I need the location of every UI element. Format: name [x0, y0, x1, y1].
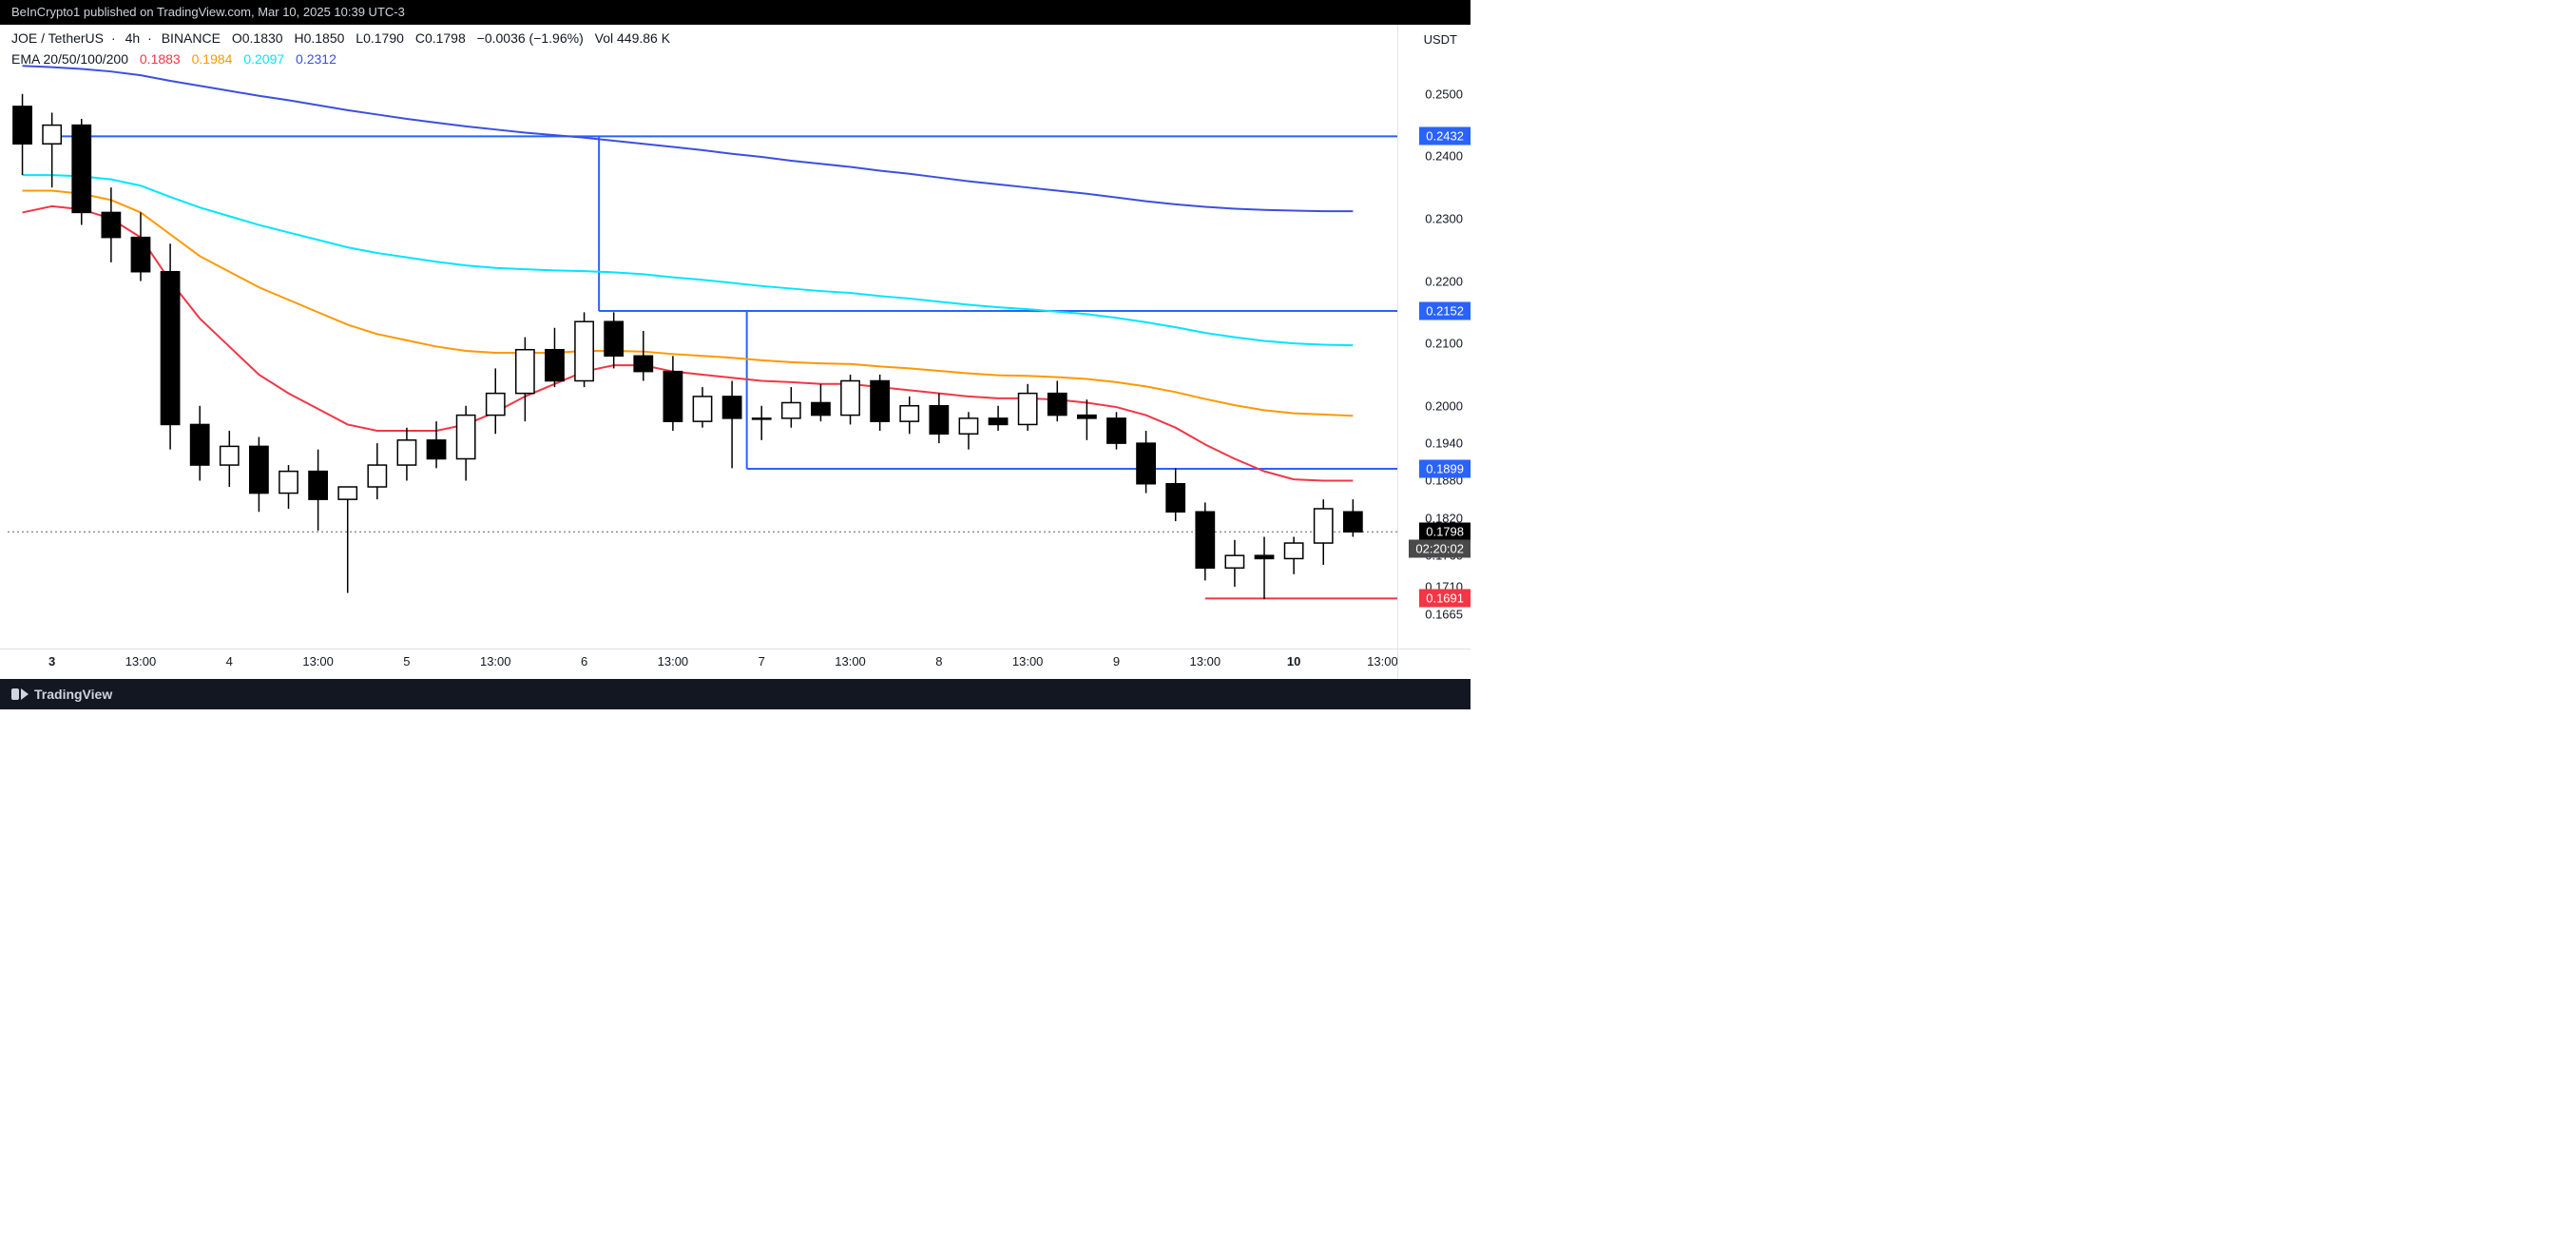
- vol-val: 449.86 K: [617, 30, 670, 46]
- last-price-badge: 0.1798: [1419, 523, 1471, 541]
- ema100-val: 0.2097: [243, 51, 284, 67]
- chart-svg: [0, 25, 1471, 679]
- exchange: BINANCE: [162, 30, 221, 46]
- price-axis-divider: [1397, 25, 1398, 679]
- open-label: O: [232, 30, 242, 46]
- x-tick: 13:00: [302, 654, 334, 668]
- footer-text: TradingView: [34, 687, 112, 702]
- high-val: 0.1850: [304, 30, 345, 46]
- y-tick: 0.1665: [1425, 608, 1463, 622]
- y-tick: 0.2500: [1425, 87, 1463, 101]
- x-tick: 13:00: [125, 654, 157, 668]
- currency-badge: USDT: [1418, 30, 1463, 48]
- y-tick: 0.2100: [1425, 337, 1463, 351]
- footer: TradingView: [0, 679, 1471, 709]
- x-tick: 13:00: [1367, 654, 1398, 668]
- y-tick: 0.2400: [1425, 149, 1463, 164]
- chart-area[interactable]: JOE / TetherUS· 4h· BINANCE O0.1830 H0.1…: [0, 25, 1471, 679]
- price-line-badge: 0.1691: [1419, 590, 1471, 608]
- currency-text: USDT: [1424, 32, 1457, 47]
- legend-symbol-row: JOE / TetherUS· 4h· BINANCE O0.1830 H0.1…: [11, 30, 678, 46]
- y-tick: 0.1940: [1425, 436, 1463, 451]
- change-pct: (−1.96%): [529, 30, 584, 46]
- low-val: 0.1790: [363, 30, 404, 46]
- tradingview-logo-icon: [11, 688, 29, 700]
- price-line-badge: 0.2432: [1419, 127, 1471, 145]
- price-line-badge: 0.2152: [1419, 302, 1471, 320]
- ema-label: EMA 20/50/100/200: [11, 51, 128, 67]
- x-tick: 8: [935, 654, 942, 668]
- symbol: JOE / TetherUS: [11, 30, 104, 46]
- interval: 4h: [125, 30, 141, 46]
- countdown-badge: 02:20:02: [1409, 540, 1471, 558]
- x-tick: 5: [403, 654, 410, 668]
- low-label: L: [356, 30, 363, 46]
- ema50-val: 0.1984: [192, 51, 233, 67]
- x-tick: 4: [226, 654, 233, 668]
- x-tick: 13:00: [1012, 654, 1044, 668]
- change-abs: −0.0036: [477, 30, 526, 46]
- y-tick: 0.2300: [1425, 211, 1463, 225]
- legend-ema-row: EMA 20/50/100/200 0.1883 0.1984 0.2097 0…: [11, 51, 344, 67]
- vol-label: Vol: [595, 30, 613, 46]
- x-tick: 13:00: [480, 654, 511, 668]
- x-tick: 3: [48, 654, 55, 668]
- close-val: 0.1798: [425, 30, 466, 46]
- y-tick: 0.2200: [1425, 274, 1463, 288]
- x-tick: 6: [581, 654, 587, 668]
- close-label: C: [415, 30, 425, 46]
- x-tick: 10: [1287, 654, 1300, 668]
- y-tick: 0.2000: [1425, 398, 1463, 413]
- open-val: 0.1830: [242, 30, 283, 46]
- x-tick: 13:00: [835, 654, 866, 668]
- ema20-val: 0.1883: [140, 51, 181, 67]
- x-tick: 13:00: [1190, 654, 1221, 668]
- ema200-val: 0.2312: [296, 51, 336, 67]
- high-label: H: [294, 30, 303, 46]
- price-line-badge: 0.1899: [1419, 460, 1471, 478]
- publish-bar: BeInCrypto1 published on TradingView.com…: [0, 0, 1471, 25]
- x-tick: 9: [1113, 654, 1120, 668]
- publish-text: BeInCrypto1 published on TradingView.com…: [11, 5, 405, 19]
- x-tick: 7: [759, 654, 765, 668]
- x-tick: 13:00: [658, 654, 689, 668]
